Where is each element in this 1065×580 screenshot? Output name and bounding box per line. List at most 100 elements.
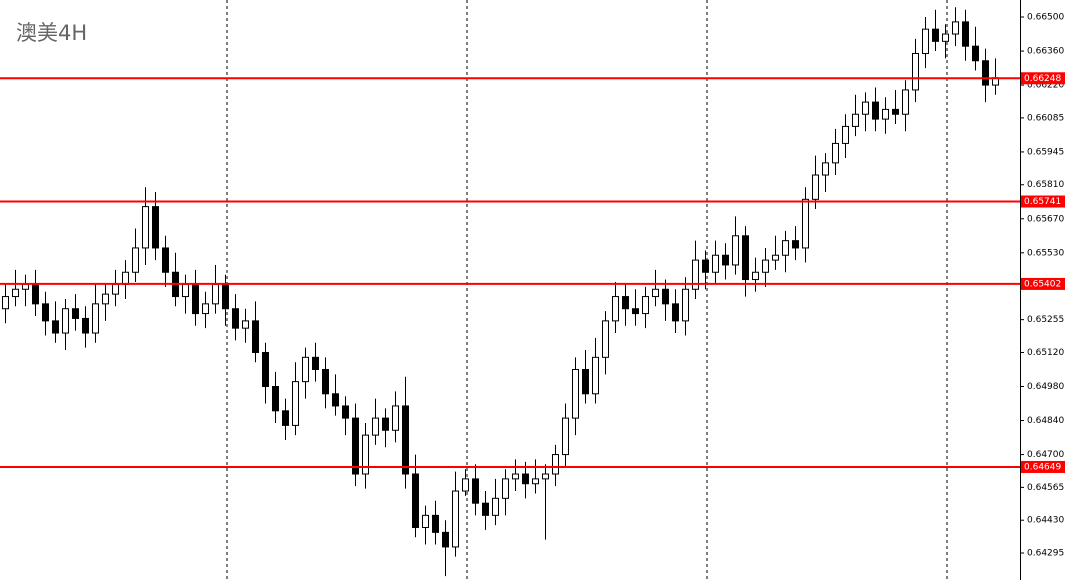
candle-body [722,254,729,266]
candle-body [32,283,39,305]
candle-body [842,125,849,144]
candle-body [952,21,959,35]
candle-body [402,405,409,475]
candle-body [522,473,529,485]
candle-body [802,198,809,249]
candle-body [752,271,759,281]
candle-body [202,303,209,315]
candle-body [502,478,509,499]
y-tick-label: 0.64565 [1027,483,1064,493]
candle-body [642,296,649,315]
y-tick-label: 0.64700 [1027,450,1064,460]
candle-body [312,356,319,370]
candle-body [832,142,839,164]
candle-body [742,235,749,281]
candle-body [712,254,719,273]
candle-body [482,502,489,516]
candle-body [672,303,679,322]
candle-body [342,405,349,419]
y-tick-label: 0.65810 [1027,180,1064,190]
candle-body [212,283,219,305]
y-tick-label: 0.66500 [1027,13,1064,23]
candle-body [52,320,59,334]
candle-body [392,405,399,431]
candle-body [702,259,709,273]
candle-body [622,296,629,310]
candle-body [612,296,619,322]
candle-body [762,259,769,273]
candle-body [242,320,249,329]
candle-body [222,283,229,310]
candle-body [152,206,159,249]
candle-body [72,308,79,319]
candle-body [942,33,949,42]
level-label-box [1021,72,1065,85]
y-tick-label: 0.65120 [1027,348,1064,358]
candle-body [382,417,389,431]
candle-body [422,514,429,528]
candle-body [452,490,459,548]
candle-body [562,417,569,456]
candle-body [732,235,739,266]
candle-body [882,108,889,120]
candle-body [902,89,909,115]
y-tick-label: 0.65255 [1027,315,1064,325]
candle-body [432,514,439,533]
candle-body [462,478,469,492]
candle-body [572,368,579,419]
candle-body [582,368,589,395]
candle-body [372,417,379,436]
candle-body [442,531,449,548]
candle-body [262,351,269,388]
candle-body [302,356,309,383]
candle-body [812,174,819,200]
candle-body [592,356,599,395]
candle-body [872,101,879,120]
candle-body [22,283,29,290]
level-label: 0.64649 [1024,462,1061,472]
candle-body [552,454,559,475]
candle-body [692,259,699,290]
candle-body [632,308,639,315]
candle-body [792,240,799,249]
candle-body [512,473,519,480]
candle-body [102,293,109,305]
candle-body [602,320,609,358]
candle-body [682,288,689,322]
candle-body [92,303,99,334]
y-tick-label: 0.64430 [1027,516,1064,526]
y-tick-label: 0.64295 [1027,549,1064,559]
candle-body [922,28,929,54]
candle-body [932,28,939,42]
candle-body [962,21,969,47]
candle-body [542,473,549,480]
candle-body [112,283,119,295]
candle-body [822,162,829,176]
y-tick-label: 0.64980 [1027,382,1064,392]
level-label: 0.65741 [1024,197,1061,207]
candle-body [192,283,199,315]
candle-body [322,368,329,395]
level-label-box [1021,195,1065,208]
level-label-box [1021,460,1065,473]
candle-body [982,60,989,86]
candle-body [282,410,289,426]
candle-body [12,288,19,298]
candle-body [132,247,139,273]
y-tick-label: 0.66360 [1027,47,1064,57]
level-label-box [1021,277,1065,290]
y-tick-label: 0.65530 [1027,248,1064,258]
candle-body [662,288,669,305]
candle-body [972,45,979,62]
y-tick-label: 0.65945 [1027,147,1064,157]
candle-body [912,52,919,91]
candle-body [122,271,129,285]
candle-body [42,303,49,322]
y-tick-label: 0.66220 [1027,81,1064,91]
candle-body [292,381,299,426]
candle-body [412,473,419,528]
candle-body [232,308,239,329]
candle-body [772,254,779,261]
candle-body [182,283,189,298]
